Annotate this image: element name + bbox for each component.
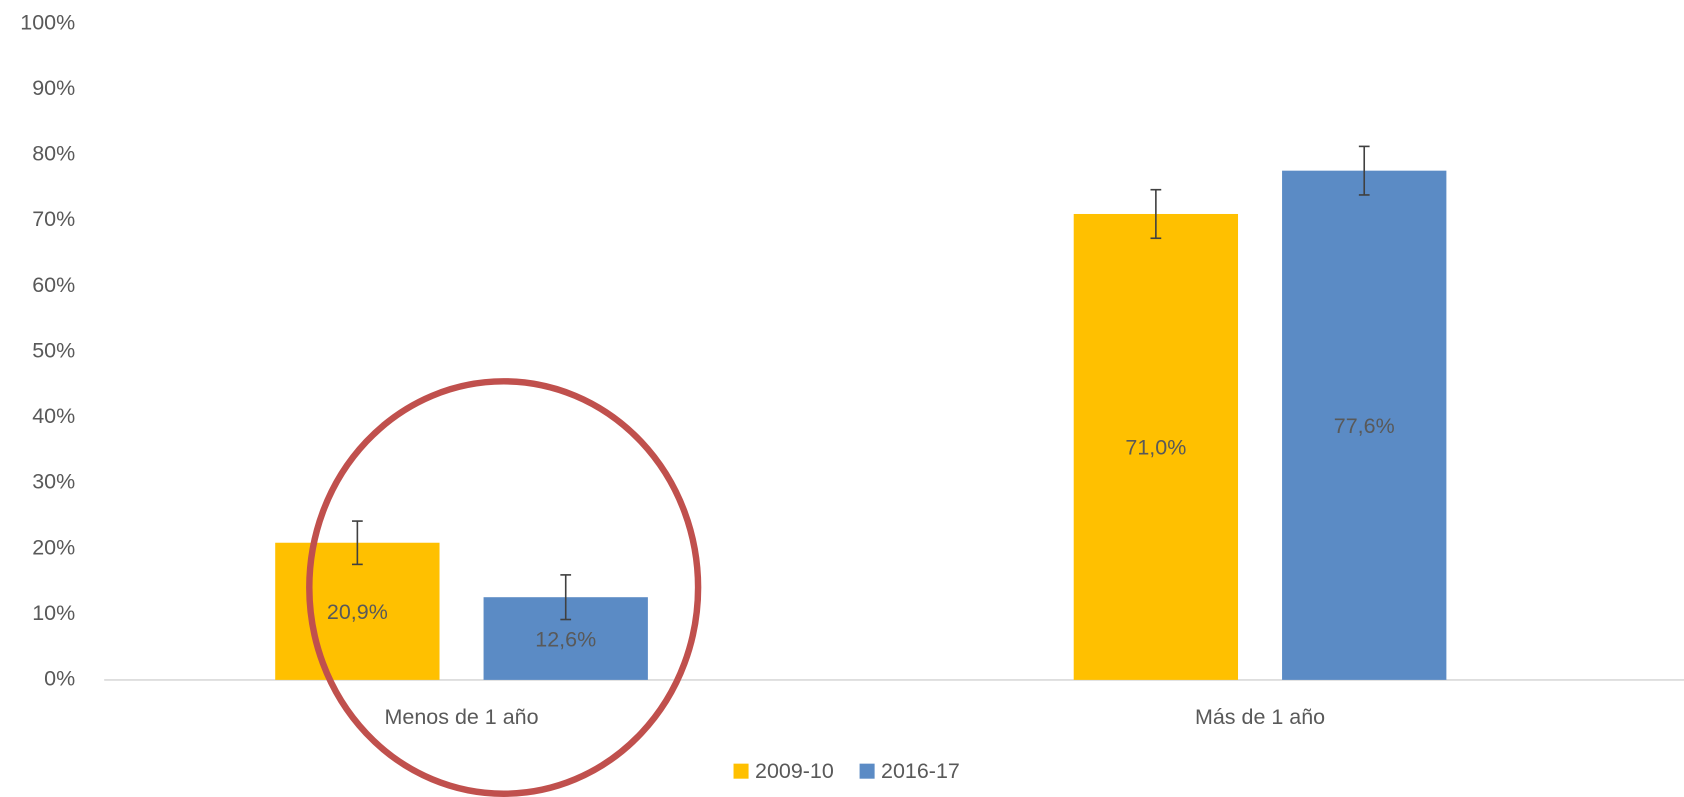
legend-swatch (733, 763, 749, 779)
y-tick-label: 40% (32, 404, 75, 428)
error-bar (1150, 188, 1162, 240)
data-label: 77,6% (1334, 414, 1395, 438)
bar (1282, 170, 1447, 680)
data-label: 71,0% (1125, 436, 1186, 460)
legend-label: 2009-10 (755, 759, 834, 783)
error-bar (560, 574, 572, 621)
highlight-circle (306, 378, 702, 797)
y-tick-label: 50% (32, 338, 75, 362)
y-tick-label: 30% (32, 470, 75, 494)
data-label: 20,9% (327, 600, 388, 624)
y-tick-label: 0% (44, 667, 75, 691)
y-tick-label: 70% (32, 207, 75, 231)
y-tick-label: 20% (32, 535, 75, 559)
bar (1073, 213, 1239, 680)
y-tick-label: 80% (32, 142, 75, 166)
y-tick-label: 90% (32, 76, 75, 100)
x-tick-label: Más de 1 año (1195, 705, 1325, 729)
legend-label: 2016-17 (881, 759, 960, 783)
error-bar (351, 520, 363, 566)
legend-swatch (859, 763, 875, 779)
data-label: 12,6% (535, 627, 596, 651)
error-bar (1358, 145, 1370, 196)
y-tick-label: 100% (20, 10, 75, 34)
bar (275, 542, 440, 680)
y-tick-label: 10% (32, 601, 75, 625)
y-tick-label: 60% (32, 273, 75, 297)
x-tick-label: Menos de 1 año (385, 705, 539, 729)
